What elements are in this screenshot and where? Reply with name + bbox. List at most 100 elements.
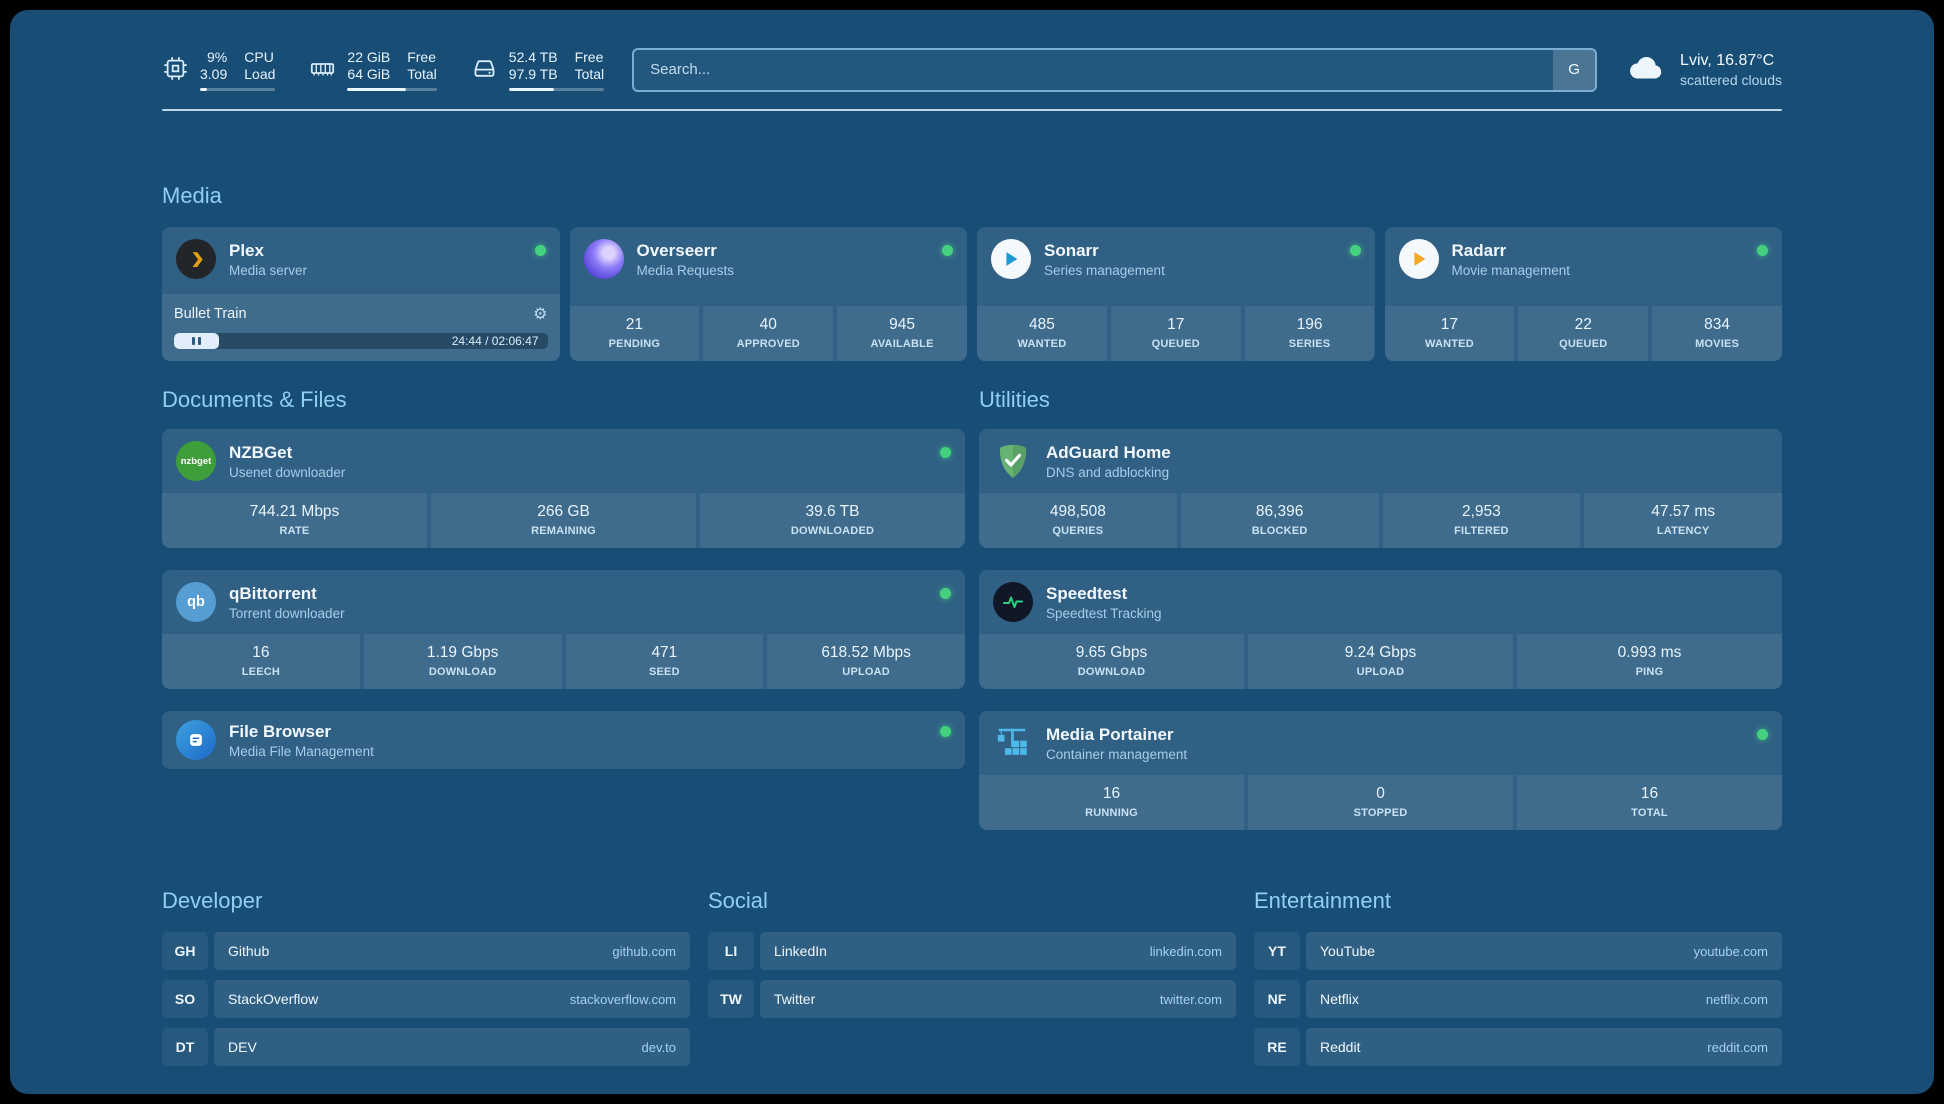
- bookmarks-social: Social LI LinkedIn linkedin.com TW Twitt…: [708, 888, 1236, 1018]
- bookmark-abbr: LI: [708, 932, 754, 970]
- bookmark-abbr: TW: [708, 980, 754, 1018]
- overseerr-icon: [583, 239, 624, 279]
- weather-widget: Lviv, 16.87°C scattered clouds: [1625, 46, 1782, 93]
- status-dot: [1349, 245, 1361, 256]
- playback-progress-fill: [174, 333, 219, 349]
- bookmarks-developer: Developer GH Github github.com SO StackO…: [162, 888, 690, 1066]
- stat-label: SEED: [648, 666, 680, 678]
- bookmark-youtube[interactable]: YT YouTube youtube.com: [1254, 932, 1782, 970]
- search-bar: G: [632, 47, 1598, 92]
- bookmark-name: LinkedIn: [774, 943, 827, 959]
- memory-progress-fill: [347, 87, 407, 91]
- bookmark-stackoverflow[interactable]: SO StackOverflow stackoverflow.com: [162, 980, 690, 1018]
- section-documents: Documents & Files nzbget NZBGet Usenet d…: [162, 387, 965, 769]
- stat-value: 9.65 Gbps: [1075, 644, 1148, 661]
- service-subtitle: Media server: [229, 262, 308, 278]
- stat-value: 618.52 Mbps: [821, 644, 911, 661]
- stat-value: 744.21 Mbps: [249, 503, 340, 520]
- search-provider-button[interactable]: G: [1553, 49, 1596, 90]
- memory-progress-track: [347, 87, 437, 91]
- service-card-adguard[interactable]: AdGuard Home DNS and adblocking 498,508 …: [979, 429, 1782, 548]
- stat-label: LATENCY: [1656, 525, 1710, 537]
- service-title: qBittorrent: [229, 583, 317, 603]
- service-card-filebrowser[interactable]: File Browser Media File Management: [162, 711, 965, 769]
- status-dot: [940, 726, 951, 737]
- service-title: Speedtest: [1046, 583, 1128, 603]
- service-card-overseerr[interactable]: Overseerr Media Requests 21 PENDING 40 A…: [569, 227, 967, 361]
- stat-wanted: 17 WANTED: [1384, 306, 1515, 361]
- stat-value: 16: [1640, 785, 1659, 802]
- stat-leech: 16 LEECH: [162, 634, 360, 689]
- playback-progress-bar[interactable]: 24:44 / 02:06:47: [174, 333, 548, 349]
- stat-value: 0: [1376, 785, 1385, 802]
- bookmark-netflix[interactable]: NF Netflix netflix.com: [1254, 980, 1782, 1018]
- cpu-chip-icon: [162, 55, 189, 82]
- stat-approved: 40 APPROVED: [703, 306, 834, 361]
- bookmark-abbr: SO: [162, 980, 208, 1018]
- stat-available: 945 AVAILABLE: [837, 306, 967, 361]
- service-card-radarr[interactable]: Radarr Movie management 17 WANTED 22 QUE…: [1384, 227, 1782, 361]
- stat-label: DOWNLOAD: [1077, 666, 1146, 678]
- service-card-plex[interactable]: Plex Media server Bullet Train ⚙ 24:44: [162, 227, 560, 361]
- stat-upload: 9.24 Gbps UPLOAD: [1248, 634, 1513, 689]
- stat-remaining: 266 GB REMAINING: [431, 493, 696, 548]
- bookmark-abbr: DT: [162, 1028, 208, 1066]
- filebrowser-icon: [176, 720, 216, 760]
- stat-download: 1.19 Gbps DOWNLOAD: [363, 634, 562, 689]
- bookmark-dev[interactable]: DT DEV dev.to: [162, 1028, 690, 1066]
- stat-upload: 618.52 Mbps UPLOAD: [767, 634, 965, 689]
- stat-filtered: 2,953 FILTERED: [1382, 493, 1581, 548]
- bookmark-domain: linkedin.com: [1149, 943, 1222, 959]
- status-dot: [942, 245, 953, 256]
- stat-label: WANTED: [1424, 338, 1474, 350]
- stat-label: BLOCKED: [1251, 525, 1308, 537]
- gear-icon[interactable]: ⚙: [533, 306, 548, 323]
- service-card-portainer[interactable]: Media Portainer Container management 16 …: [979, 711, 1782, 830]
- bookmark-github[interactable]: GH Github github.com: [162, 932, 690, 970]
- disk-total-label: Total: [574, 65, 605, 82]
- service-subtitle: Usenet downloader: [229, 464, 346, 480]
- utilities-heading: Utilities: [979, 387, 1050, 412]
- service-card-nzbget[interactable]: nzbget NZBGet Usenet downloader 744.21 M…: [162, 429, 965, 548]
- bookmark-domain: github.com: [612, 943, 676, 959]
- sonarr-icon: [991, 239, 1031, 279]
- bookmark-twitter[interactable]: TW Twitter twitter.com: [708, 980, 1236, 1018]
- disk-free-value: 52.4 TB: [508, 48, 558, 65]
- adguard-icon: [993, 441, 1033, 481]
- bookmark-abbr: NF: [1254, 980, 1300, 1018]
- status-dot: [534, 245, 546, 256]
- service-card-sonarr[interactable]: Sonarr Series management 485 WANTED 17 Q…: [977, 227, 1375, 361]
- service-card-speedtest[interactable]: Speedtest Speedtest Tracking 9.65 Gbps D…: [979, 570, 1782, 689]
- speedtest-icon: [993, 582, 1033, 622]
- pause-icon[interactable]: [191, 337, 201, 345]
- stat-rate: 744.21 Mbps RATE: [162, 493, 427, 548]
- stat-label: PENDING: [608, 338, 661, 350]
- stat-label: UPLOAD: [1356, 666, 1405, 678]
- search-input[interactable]: [634, 49, 1554, 90]
- media-heading: Media: [162, 183, 222, 208]
- service-title: Sonarr: [1044, 240, 1099, 260]
- bookmark-abbr: RE: [1254, 1028, 1300, 1066]
- bookmark-reddit[interactable]: RE Reddit reddit.com: [1254, 1028, 1782, 1066]
- stat-queries: 498,508 QUERIES: [979, 493, 1177, 548]
- cpu-load-label: Load: [244, 65, 276, 82]
- service-title: Media Portainer: [1046, 724, 1174, 744]
- status-dot: [940, 447, 951, 458]
- bookmarks-entertainment: Entertainment YT YouTube youtube.com NF …: [1254, 888, 1782, 1066]
- stat-label: FILTERED: [1454, 525, 1509, 537]
- bookmark-name: Github: [228, 943, 270, 959]
- stat-latency: 47.57 ms LATENCY: [1584, 493, 1782, 548]
- stat-value: 196: [1296, 316, 1323, 333]
- service-title: Plex: [229, 240, 264, 260]
- disk-total-value: 97.9 TB: [508, 65, 558, 82]
- bookmark-linkedin[interactable]: LI LinkedIn linkedin.com: [708, 932, 1236, 970]
- cpu-load-value: 3.09: [200, 65, 228, 82]
- stat-value: 471: [651, 644, 678, 661]
- service-card-qbittorrent[interactable]: qb qBittorrent Torrent downloader 16 LEE…: [162, 570, 965, 689]
- service-title: AdGuard Home: [1046, 442, 1171, 462]
- bookmark-abbr: YT: [1254, 932, 1300, 970]
- stat-pending: 21 PENDING: [569, 306, 700, 361]
- stat-label: DOWNLOAD: [428, 666, 497, 678]
- bookmark-name: StackOverflow: [228, 991, 319, 1007]
- stat-queued: 22 QUEUED: [1518, 306, 1649, 361]
